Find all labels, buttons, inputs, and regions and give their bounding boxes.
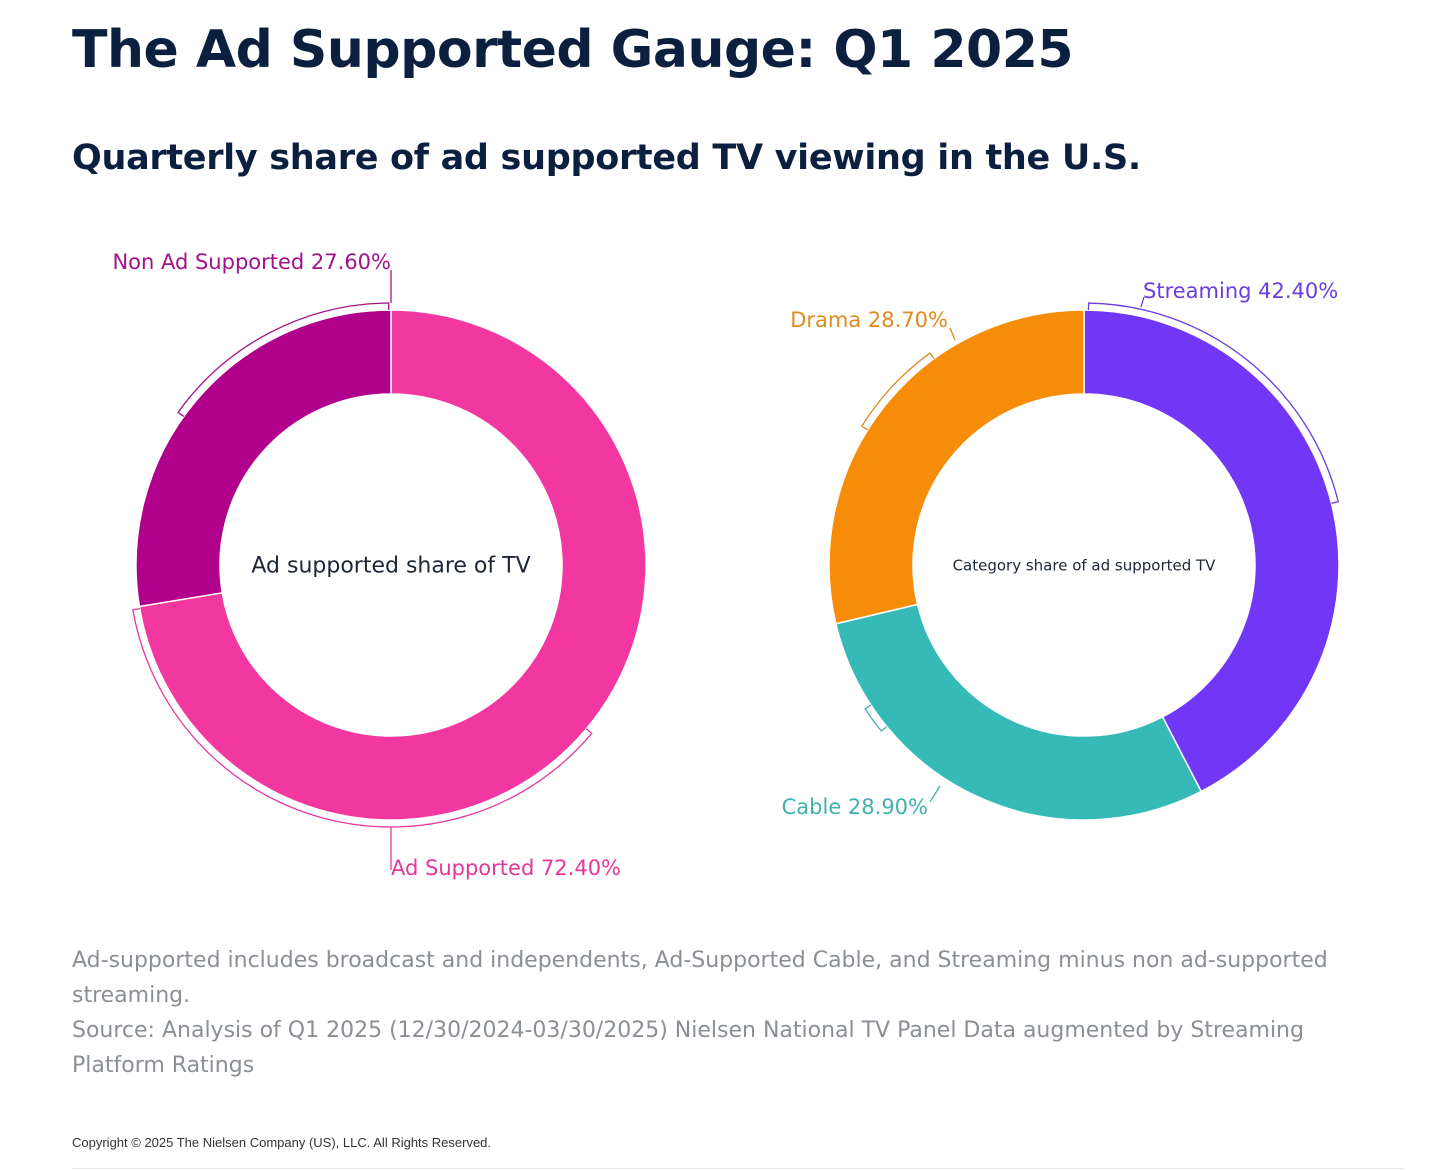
- donut-chart-ad-supported: Ad Supported 72.40% Non Ad Supported 27.6…: [112, 250, 647, 880]
- label-non-ad-supported: Non Ad Supported 27.60%: [112, 250, 391, 274]
- copyright: Copyright © 2025 The Nielsen Company (US…: [72, 1135, 492, 1150]
- slice-streaming[interactable]: [1083, 309, 1340, 793]
- donut-center-label: Category share of ad supported TV: [953, 556, 1217, 574]
- leader-line-cable: [929, 785, 941, 803]
- donut-chart-category: Streaming 42.40% Cable 28.90% Drama 28.70%…: [782, 279, 1340, 821]
- label-ad-supported: Ad Supported 72.40%: [391, 856, 621, 880]
- bracket-non-ad-supported: [177, 302, 390, 417]
- slice-drama[interactable]: [828, 309, 1085, 625]
- leader-line-streaming: [1140, 296, 1145, 308]
- page-title: The Ad Supported Gauge: Q1 2025: [72, 20, 1074, 80]
- footnote-definition: Ad-supported includes broadcast and inde…: [72, 948, 1328, 1008]
- slice-cable[interactable]: [834, 603, 1203, 821]
- donut-center-label: Ad supported share of TV: [251, 554, 530, 579]
- page-subtitle: Quarterly share of ad supported TV viewi…: [72, 138, 1141, 178]
- bracket-drama: [860, 352, 935, 431]
- label-cable: Cable 28.90%: [782, 795, 928, 819]
- slice-non-ad-supported[interactable]: [135, 309, 392, 608]
- bracket-streaming: [1087, 302, 1340, 504]
- footnote-source: Source: Analysis of Q1 2025 (12/30/2024-…: [72, 1018, 1304, 1078]
- bracket-cable: [864, 704, 888, 732]
- footer-divider: [72, 1168, 1404, 1169]
- charts-canvas: Ad Supported 72.40% Non Ad Supported 27.6…: [112, 250, 1340, 880]
- label-drama: Drama 28.70%: [790, 308, 948, 332]
- bracket-ad-supported: [132, 608, 593, 828]
- leader-line-drama: [949, 327, 956, 341]
- slice-ad-supported[interactable]: [138, 309, 647, 821]
- label-streaming: Streaming 42.40%: [1143, 279, 1338, 303]
